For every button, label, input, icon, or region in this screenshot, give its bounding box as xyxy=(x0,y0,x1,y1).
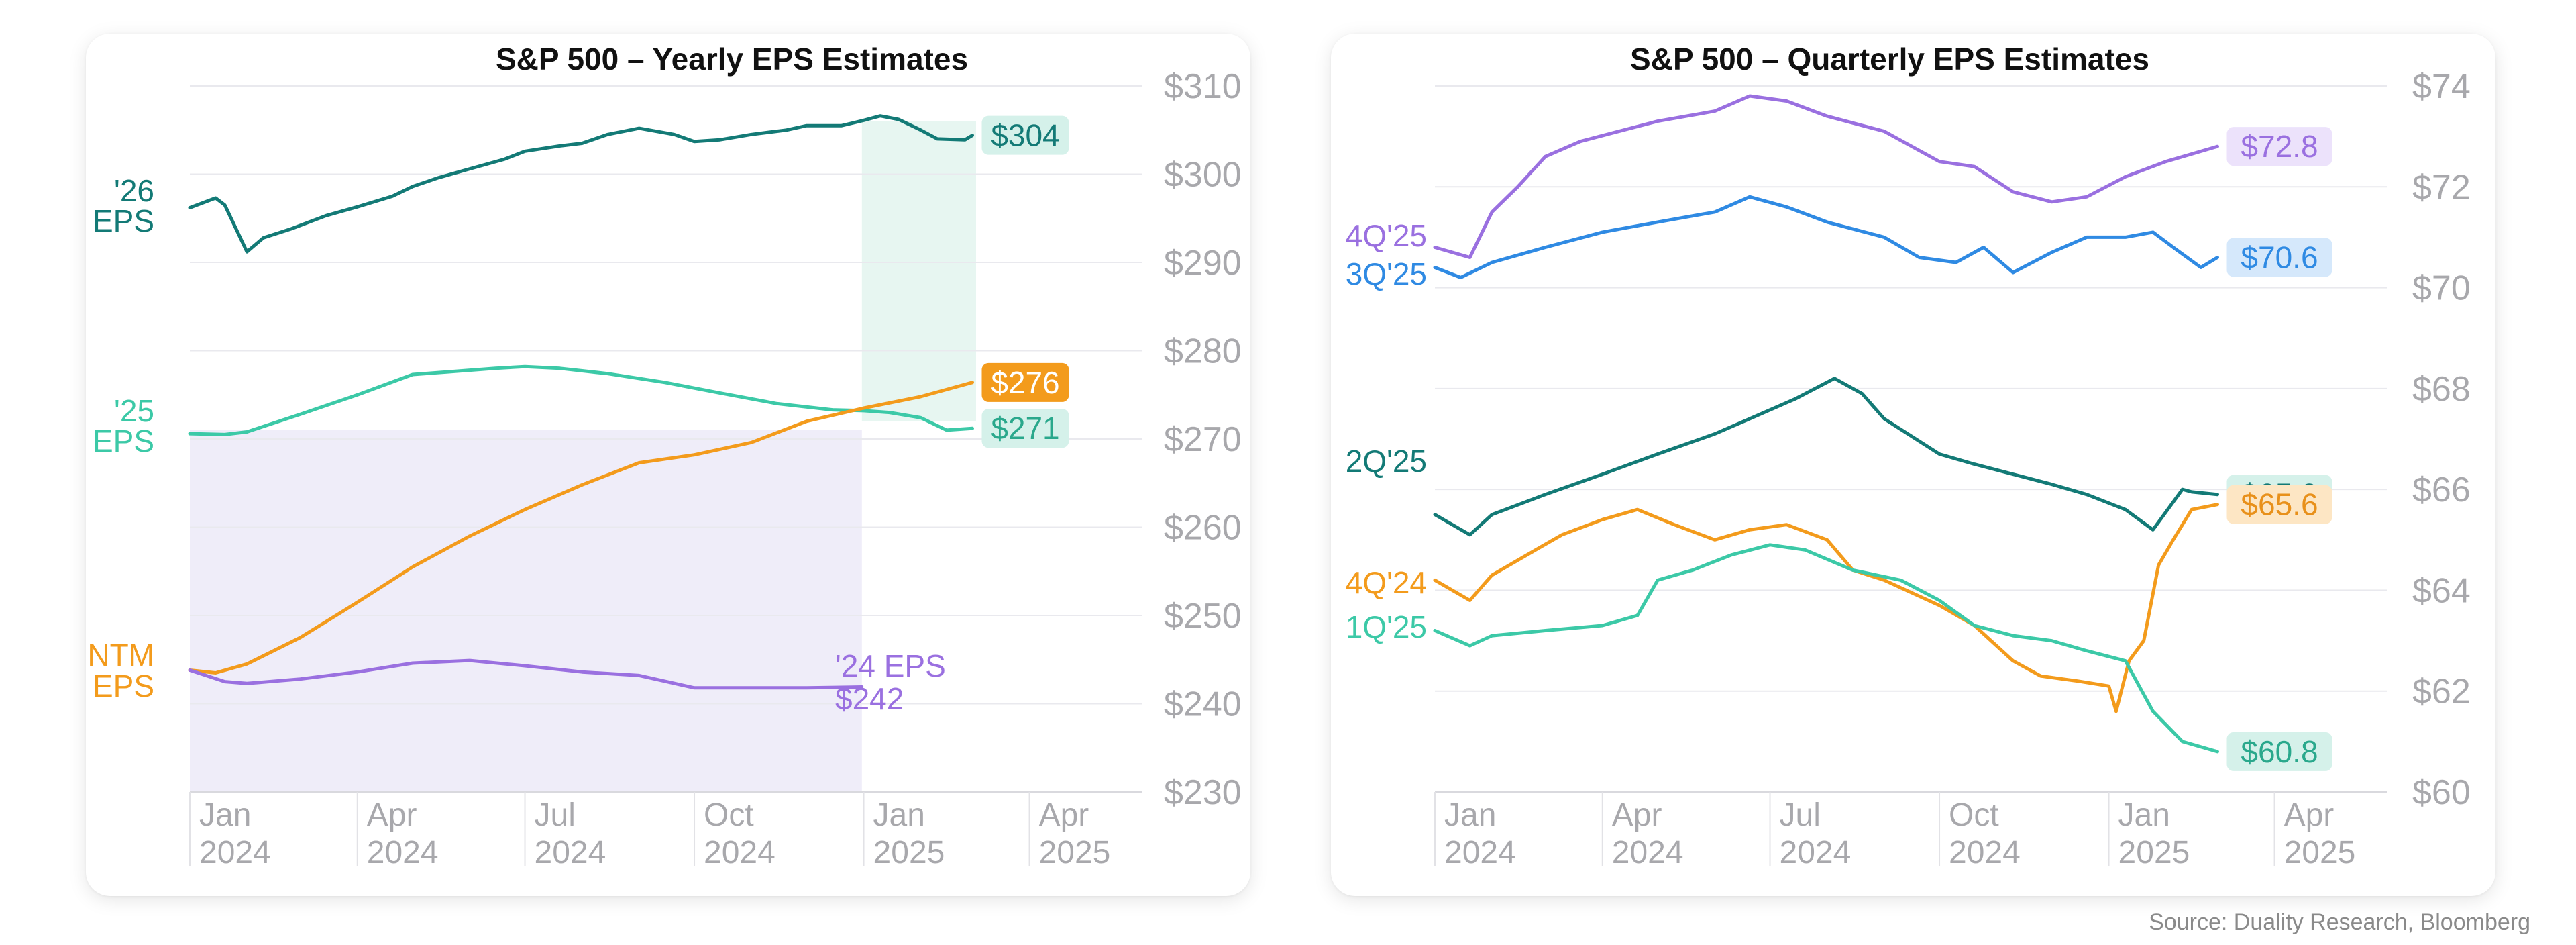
chart-yearly: $230$240$250$260$270$280$290$300$310Jan2… xyxy=(87,42,1241,871)
series-line-3 xyxy=(188,658,864,690)
x-tick-label-month: Jul xyxy=(535,797,576,833)
x-tick-label-year: 2024 xyxy=(367,835,439,871)
series-line-3 xyxy=(1433,503,2219,713)
series-label: NTM xyxy=(87,638,154,673)
chart-title: S&P 500 – Yearly EPS Estimates xyxy=(496,42,968,77)
end-value-badge xyxy=(981,115,1069,155)
series-label: EPS xyxy=(93,203,154,238)
series-label: $242 xyxy=(835,681,904,716)
x-tick-label-month: Jan xyxy=(1444,797,1496,833)
y-tick-label: $62 xyxy=(2412,673,2471,711)
end-value-label: $70.6 xyxy=(2241,240,2318,275)
series-line-0 xyxy=(188,114,974,254)
series-line-1 xyxy=(1433,195,2219,279)
series-line-2 xyxy=(188,381,974,675)
x-tick-label-month: Oct xyxy=(704,797,754,833)
y-tick-label: $280 xyxy=(1164,332,1242,371)
x-tick-label-year: 2024 xyxy=(1444,835,1516,871)
chart-quarterly: $60$62$64$66$68$70$72$74Jan2024Apr2024Ju… xyxy=(1346,42,2471,871)
y-tick-label: $310 xyxy=(1164,67,1242,106)
x-tick-label-year: 2025 xyxy=(873,835,945,871)
y-tick-label: $250 xyxy=(1164,597,1242,636)
x-tick-label-year: 2025 xyxy=(2118,835,2190,871)
x-tick-label-month: Jan xyxy=(2118,797,2170,833)
x-tick-label-year: 2024 xyxy=(1612,835,1684,871)
x-tick-label-month: Jul xyxy=(1780,797,1821,833)
y-tick-label: $66 xyxy=(2412,470,2471,509)
y-tick-label: $300 xyxy=(1164,156,1242,195)
y-tick-label: $270 xyxy=(1164,420,1242,459)
series-label: '24 EPS xyxy=(835,648,946,683)
end-value-label: $276 xyxy=(991,365,1059,400)
series-label: 3Q'25 xyxy=(1346,256,1427,291)
x-tick-label-month: Apr xyxy=(2284,797,2334,833)
chart-title: S&P 500 – Quarterly EPS Estimates xyxy=(1630,42,2149,77)
x-tick-label-year: 2025 xyxy=(1039,835,1111,871)
y-tick-label: $230 xyxy=(1164,773,1242,812)
end-value-badge xyxy=(2226,238,2332,277)
y-tick-label: $74 xyxy=(2412,67,2471,106)
x-tick-label-month: Apr xyxy=(1039,797,1089,833)
x-tick-label-year: 2024 xyxy=(704,835,775,871)
x-tick-label-year: 2024 xyxy=(1780,835,1851,871)
y-tick-label: $72 xyxy=(2412,168,2471,207)
series-label: 2Q'25 xyxy=(1346,444,1427,479)
y-tick-label: $290 xyxy=(1164,244,1242,283)
end-value-badge xyxy=(2226,485,2332,524)
shaded-region-1 xyxy=(861,121,976,421)
end-value-badge xyxy=(2226,732,2332,771)
y-tick-label: $64 xyxy=(2412,571,2471,610)
y-tick-label: $68 xyxy=(2412,370,2471,409)
x-tick-label-year: 2024 xyxy=(199,835,271,871)
end-value-label: $72.8 xyxy=(2241,129,2318,164)
source-note: Source: Duality Research, Bloomberg xyxy=(2149,909,2530,935)
end-value-badge xyxy=(2226,127,2332,166)
series-label: EPS xyxy=(93,668,154,703)
x-tick-label-month: Apr xyxy=(1612,797,1662,833)
x-tick-label-month: Jan xyxy=(873,797,925,833)
series-label: 4Q'24 xyxy=(1346,565,1427,600)
series-line-1 xyxy=(188,364,974,436)
series-label: '25 xyxy=(114,393,154,428)
end-value-label: $65.6 xyxy=(2241,487,2318,522)
x-tick-label-year: 2024 xyxy=(1949,835,2021,871)
series-label: 1Q'25 xyxy=(1346,609,1427,644)
series-label: 4Q'25 xyxy=(1346,218,1427,253)
end-value-badge xyxy=(981,362,1069,402)
y-tick-label: $260 xyxy=(1164,509,1242,548)
series-label: EPS xyxy=(93,424,154,458)
series-line-4 xyxy=(1433,543,2219,754)
end-value-label: $304 xyxy=(991,118,1059,153)
y-tick-label: $60 xyxy=(2412,773,2471,812)
x-tick-label-month: Jan xyxy=(199,797,251,833)
x-tick-label-year: 2025 xyxy=(2284,835,2356,871)
x-tick-label-month: Apr xyxy=(367,797,417,833)
x-tick-label-month: Oct xyxy=(1949,797,1999,833)
y-tick-label: $70 xyxy=(2412,269,2471,308)
end-value-label: $60.8 xyxy=(2241,734,2318,769)
end-value-label: $271 xyxy=(991,411,1059,446)
series-label: '26 xyxy=(114,173,154,208)
series-line-0 xyxy=(1433,94,2219,259)
end-value-badge xyxy=(981,409,1069,448)
series-line-2 xyxy=(1433,377,2219,537)
shaded-region-0 xyxy=(190,430,862,792)
y-tick-label: $240 xyxy=(1164,685,1242,724)
x-tick-label-year: 2024 xyxy=(535,835,606,871)
